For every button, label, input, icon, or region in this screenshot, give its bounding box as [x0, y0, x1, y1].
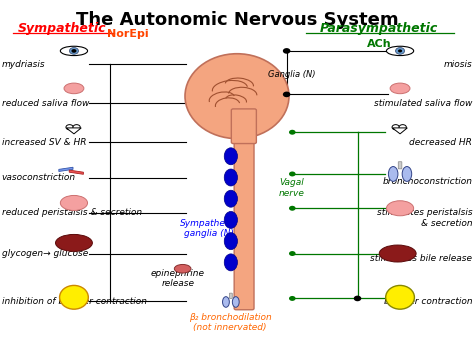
Ellipse shape [60, 46, 88, 56]
Ellipse shape [224, 169, 237, 186]
Text: The Autonomic Nervous System: The Autonomic Nervous System [76, 11, 398, 29]
Text: stimulated saliva flow: stimulated saliva flow [374, 99, 473, 108]
Circle shape [289, 206, 296, 211]
FancyBboxPatch shape [231, 109, 256, 143]
Ellipse shape [224, 190, 237, 207]
Ellipse shape [399, 125, 406, 130]
Text: reduced saliva flow: reduced saliva flow [1, 99, 89, 108]
Ellipse shape [224, 254, 237, 271]
Text: Sympathetic
ganglia (N): Sympathetic ganglia (N) [180, 219, 237, 239]
Polygon shape [59, 167, 73, 171]
Text: inhibition of bladder contraction: inhibition of bladder contraction [1, 297, 146, 306]
Text: increased SV & HR: increased SV & HR [1, 138, 86, 147]
Text: miosis: miosis [444, 60, 473, 69]
FancyBboxPatch shape [398, 162, 402, 169]
Ellipse shape [66, 125, 73, 130]
Ellipse shape [224, 148, 237, 165]
Ellipse shape [232, 297, 239, 307]
Ellipse shape [390, 83, 410, 94]
Text: bronchoconstriction: bronchoconstriction [383, 176, 473, 186]
Ellipse shape [73, 125, 80, 130]
Text: mydriasis: mydriasis [1, 60, 45, 69]
FancyBboxPatch shape [229, 293, 232, 299]
Circle shape [289, 130, 296, 135]
Ellipse shape [379, 245, 416, 262]
Text: stimulates peristalsis
& secretion: stimulates peristalsis & secretion [377, 208, 473, 228]
Circle shape [395, 48, 405, 54]
Circle shape [283, 92, 291, 97]
Circle shape [72, 49, 76, 53]
Ellipse shape [55, 234, 92, 251]
Text: Sympathetic: Sympathetic [18, 22, 106, 36]
Ellipse shape [402, 166, 412, 181]
Ellipse shape [60, 196, 88, 211]
Polygon shape [66, 128, 81, 134]
Text: vasoconstriction: vasoconstriction [1, 173, 76, 182]
Text: stimulates bile release: stimulates bile release [370, 254, 473, 263]
Ellipse shape [222, 297, 229, 307]
Text: epinephrine
release: epinephrine release [151, 269, 205, 288]
FancyBboxPatch shape [234, 132, 254, 310]
Text: bladder contraction: bladder contraction [384, 297, 473, 306]
Ellipse shape [64, 83, 84, 94]
Circle shape [283, 48, 291, 54]
Ellipse shape [386, 201, 414, 216]
Text: decreased HR: decreased HR [410, 138, 473, 147]
Text: Parasympathetic: Parasympathetic [319, 22, 438, 36]
Text: glycogen→ glucose: glycogen→ glucose [1, 249, 88, 258]
Circle shape [398, 49, 402, 53]
Polygon shape [392, 128, 407, 134]
Text: reduced peristalsis & secretion: reduced peristalsis & secretion [1, 208, 142, 217]
Ellipse shape [386, 285, 414, 309]
Text: β₂ bronchodilation
(not innervated): β₂ bronchodilation (not innervated) [189, 313, 271, 332]
Circle shape [354, 296, 361, 301]
Polygon shape [69, 170, 83, 174]
Ellipse shape [174, 264, 191, 273]
Text: NorEpi: NorEpi [108, 29, 149, 39]
Ellipse shape [60, 285, 88, 309]
Text: Ganglia (N): Ganglia (N) [268, 70, 315, 80]
Text: ACh: ACh [366, 39, 391, 49]
Ellipse shape [185, 54, 289, 138]
Text: Vagal
nerve: Vagal nerve [278, 179, 304, 198]
Ellipse shape [386, 46, 414, 56]
Ellipse shape [224, 212, 237, 228]
Ellipse shape [224, 233, 237, 250]
Circle shape [289, 171, 296, 176]
Circle shape [289, 296, 296, 301]
Circle shape [289, 251, 296, 256]
Ellipse shape [392, 125, 399, 130]
Ellipse shape [388, 166, 398, 181]
Circle shape [69, 48, 79, 54]
